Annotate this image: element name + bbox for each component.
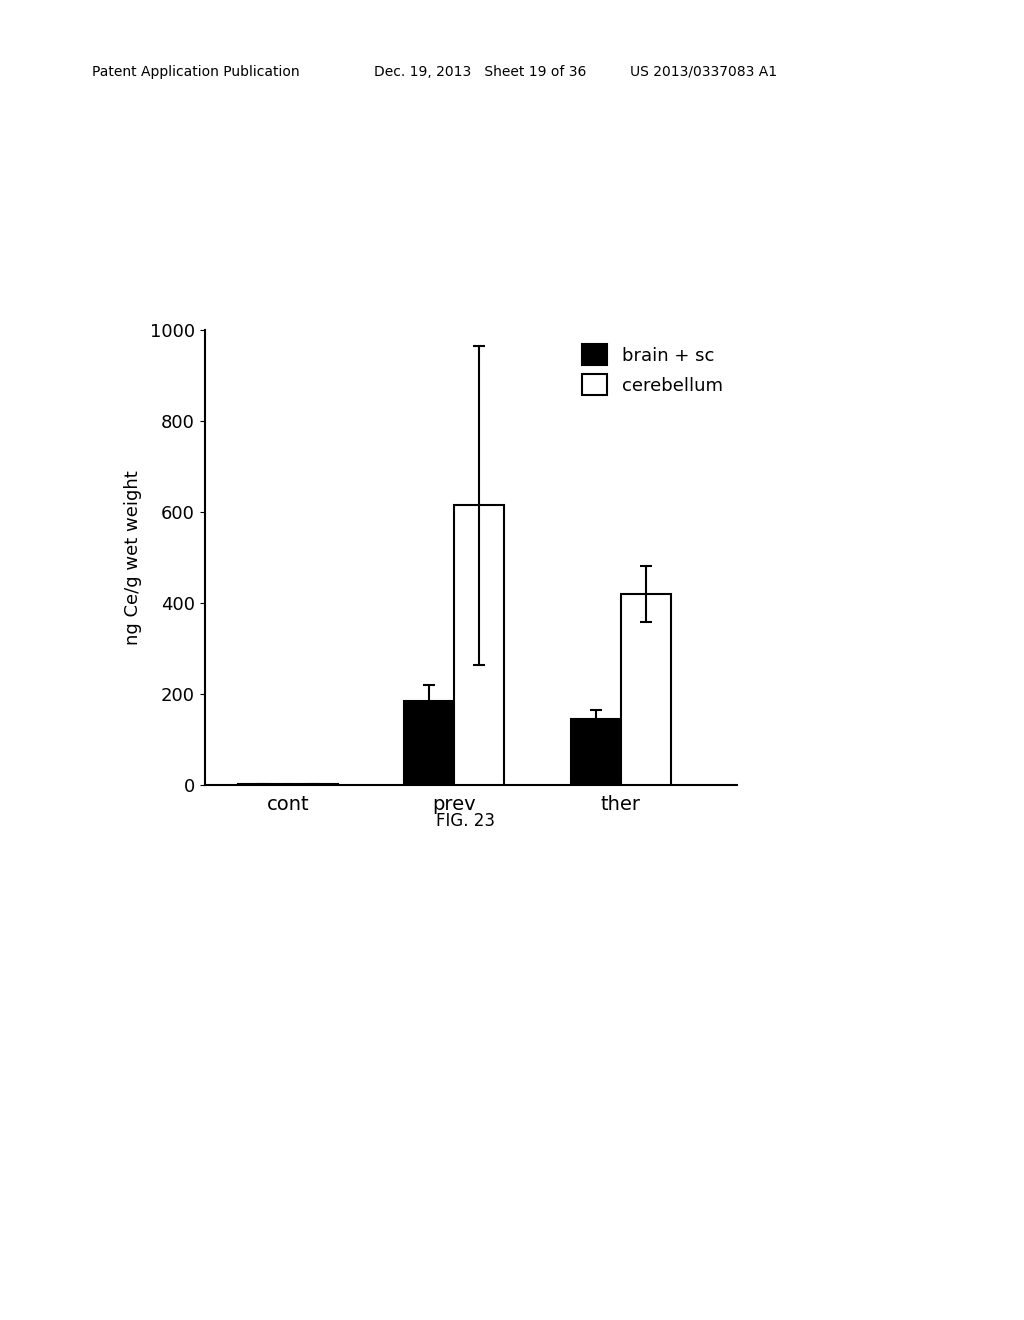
Text: Dec. 19, 2013   Sheet 19 of 36: Dec. 19, 2013 Sheet 19 of 36 [374,65,586,79]
Y-axis label: ng Ce/g wet weight: ng Ce/g wet weight [124,470,141,645]
Bar [455,506,504,785]
Text: US 2013/0337083 A1: US 2013/0337083 A1 [630,65,777,79]
Text: FIG. 23: FIG. 23 [436,812,496,830]
Bar [621,594,671,785]
Bar [404,701,455,785]
Text: Patent Application Publication: Patent Application Publication [92,65,300,79]
Bar [571,719,621,785]
Legend: brain + sc, cerebellum: brain + sc, cerebellum [577,339,728,400]
